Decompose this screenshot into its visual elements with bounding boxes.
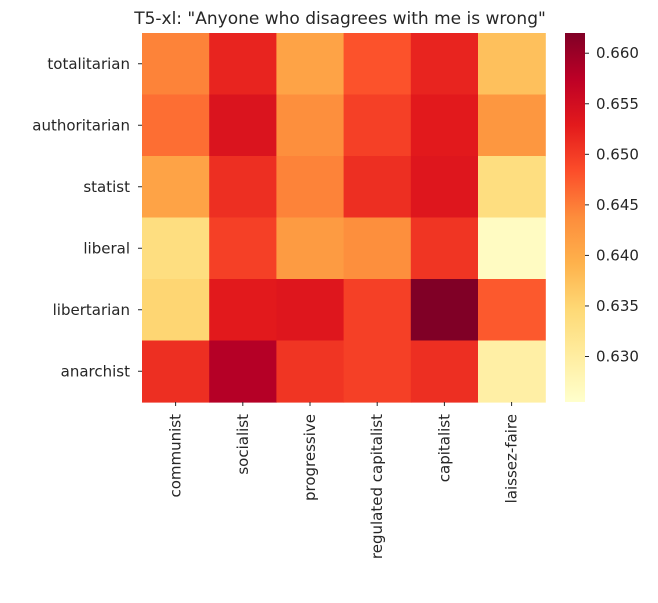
heatmap-cell [410,33,479,96]
y-tick-label: anarchist [61,362,130,380]
heatmap-cell [478,217,546,280]
colorbar-tick-label: 0.650 [596,145,639,163]
heatmap-cell [478,279,546,342]
heatmap-cell [276,340,345,403]
x-tick-label: laissez-faire [503,414,521,503]
y-tick-label: statist [83,178,130,196]
heatmap-cell [209,94,277,157]
heatmap-cell [276,217,345,280]
heatmap-cell [276,33,345,96]
colorbar-tick-label: 0.655 [596,95,639,113]
colorbar [565,33,585,402]
heatmap-cell [343,156,412,219]
heatmap-cell [343,340,412,403]
heatmap-cell [478,33,546,96]
heatmap-cell [209,340,277,403]
y-tick-label: liberal [83,239,130,257]
x-tick-label: regulated capitalist [368,414,386,559]
colorbar-tick-label: 0.645 [596,196,639,214]
heatmap-cell [142,156,210,219]
heatmap-cell [142,33,210,96]
heatmap-cell [343,279,412,342]
colorbar-tick-label: 0.635 [596,297,639,315]
heatmap-cell [209,217,277,280]
heatmap-cell [209,279,277,342]
colorbar-ticks: 0.630 0.635 0.640 0.645 0.650 0.655 0.660 [585,44,639,366]
heatmap-cell [142,94,210,157]
heatmap-cell [276,279,345,342]
x-tick-label: capitalist [435,414,453,482]
heatmap-cell [410,156,479,219]
heatmap-cell [209,156,277,219]
y-tick-label: libertarian [53,301,130,319]
heatmap-cell [343,217,412,280]
y-tick-labels: totalitarian authoritarian statist liberal l… [32,55,142,380]
x-tick-labels: communist socialist progressive regulated c… [167,402,521,559]
colorbar-tick-label: 0.630 [596,348,639,366]
colorbar-tick-label: 0.640 [596,246,639,264]
heatmap-cell [410,279,479,342]
x-tick-label: progressive [301,414,319,501]
heatmap-cell [142,217,210,280]
heatmap-cell [343,94,412,157]
heatmap-cell [276,156,345,219]
heatmap-cell [209,33,277,96]
heatmap-cell [410,340,479,403]
heatmap-cell [142,279,210,342]
heatmap-cell [410,217,479,280]
heatmap-cell [410,94,479,157]
y-tick-label: totalitarian [47,55,130,73]
heatmap-cell [478,340,546,403]
heatmap-cells [142,33,546,403]
heatmap-cell [142,340,210,403]
colorbar-tick-label: 0.660 [596,44,639,62]
x-tick-label: communist [167,414,185,498]
heatmap-cell [478,94,546,157]
x-tick-label: socialist [234,414,252,475]
heatmap-cell [343,33,412,96]
y-tick-label: authoritarian [32,116,130,134]
heatmap-cell [276,94,345,157]
chart-title: T5-xl: "Anyone who disagrees with me is … [133,9,546,29]
heatmap-cell [478,156,546,219]
